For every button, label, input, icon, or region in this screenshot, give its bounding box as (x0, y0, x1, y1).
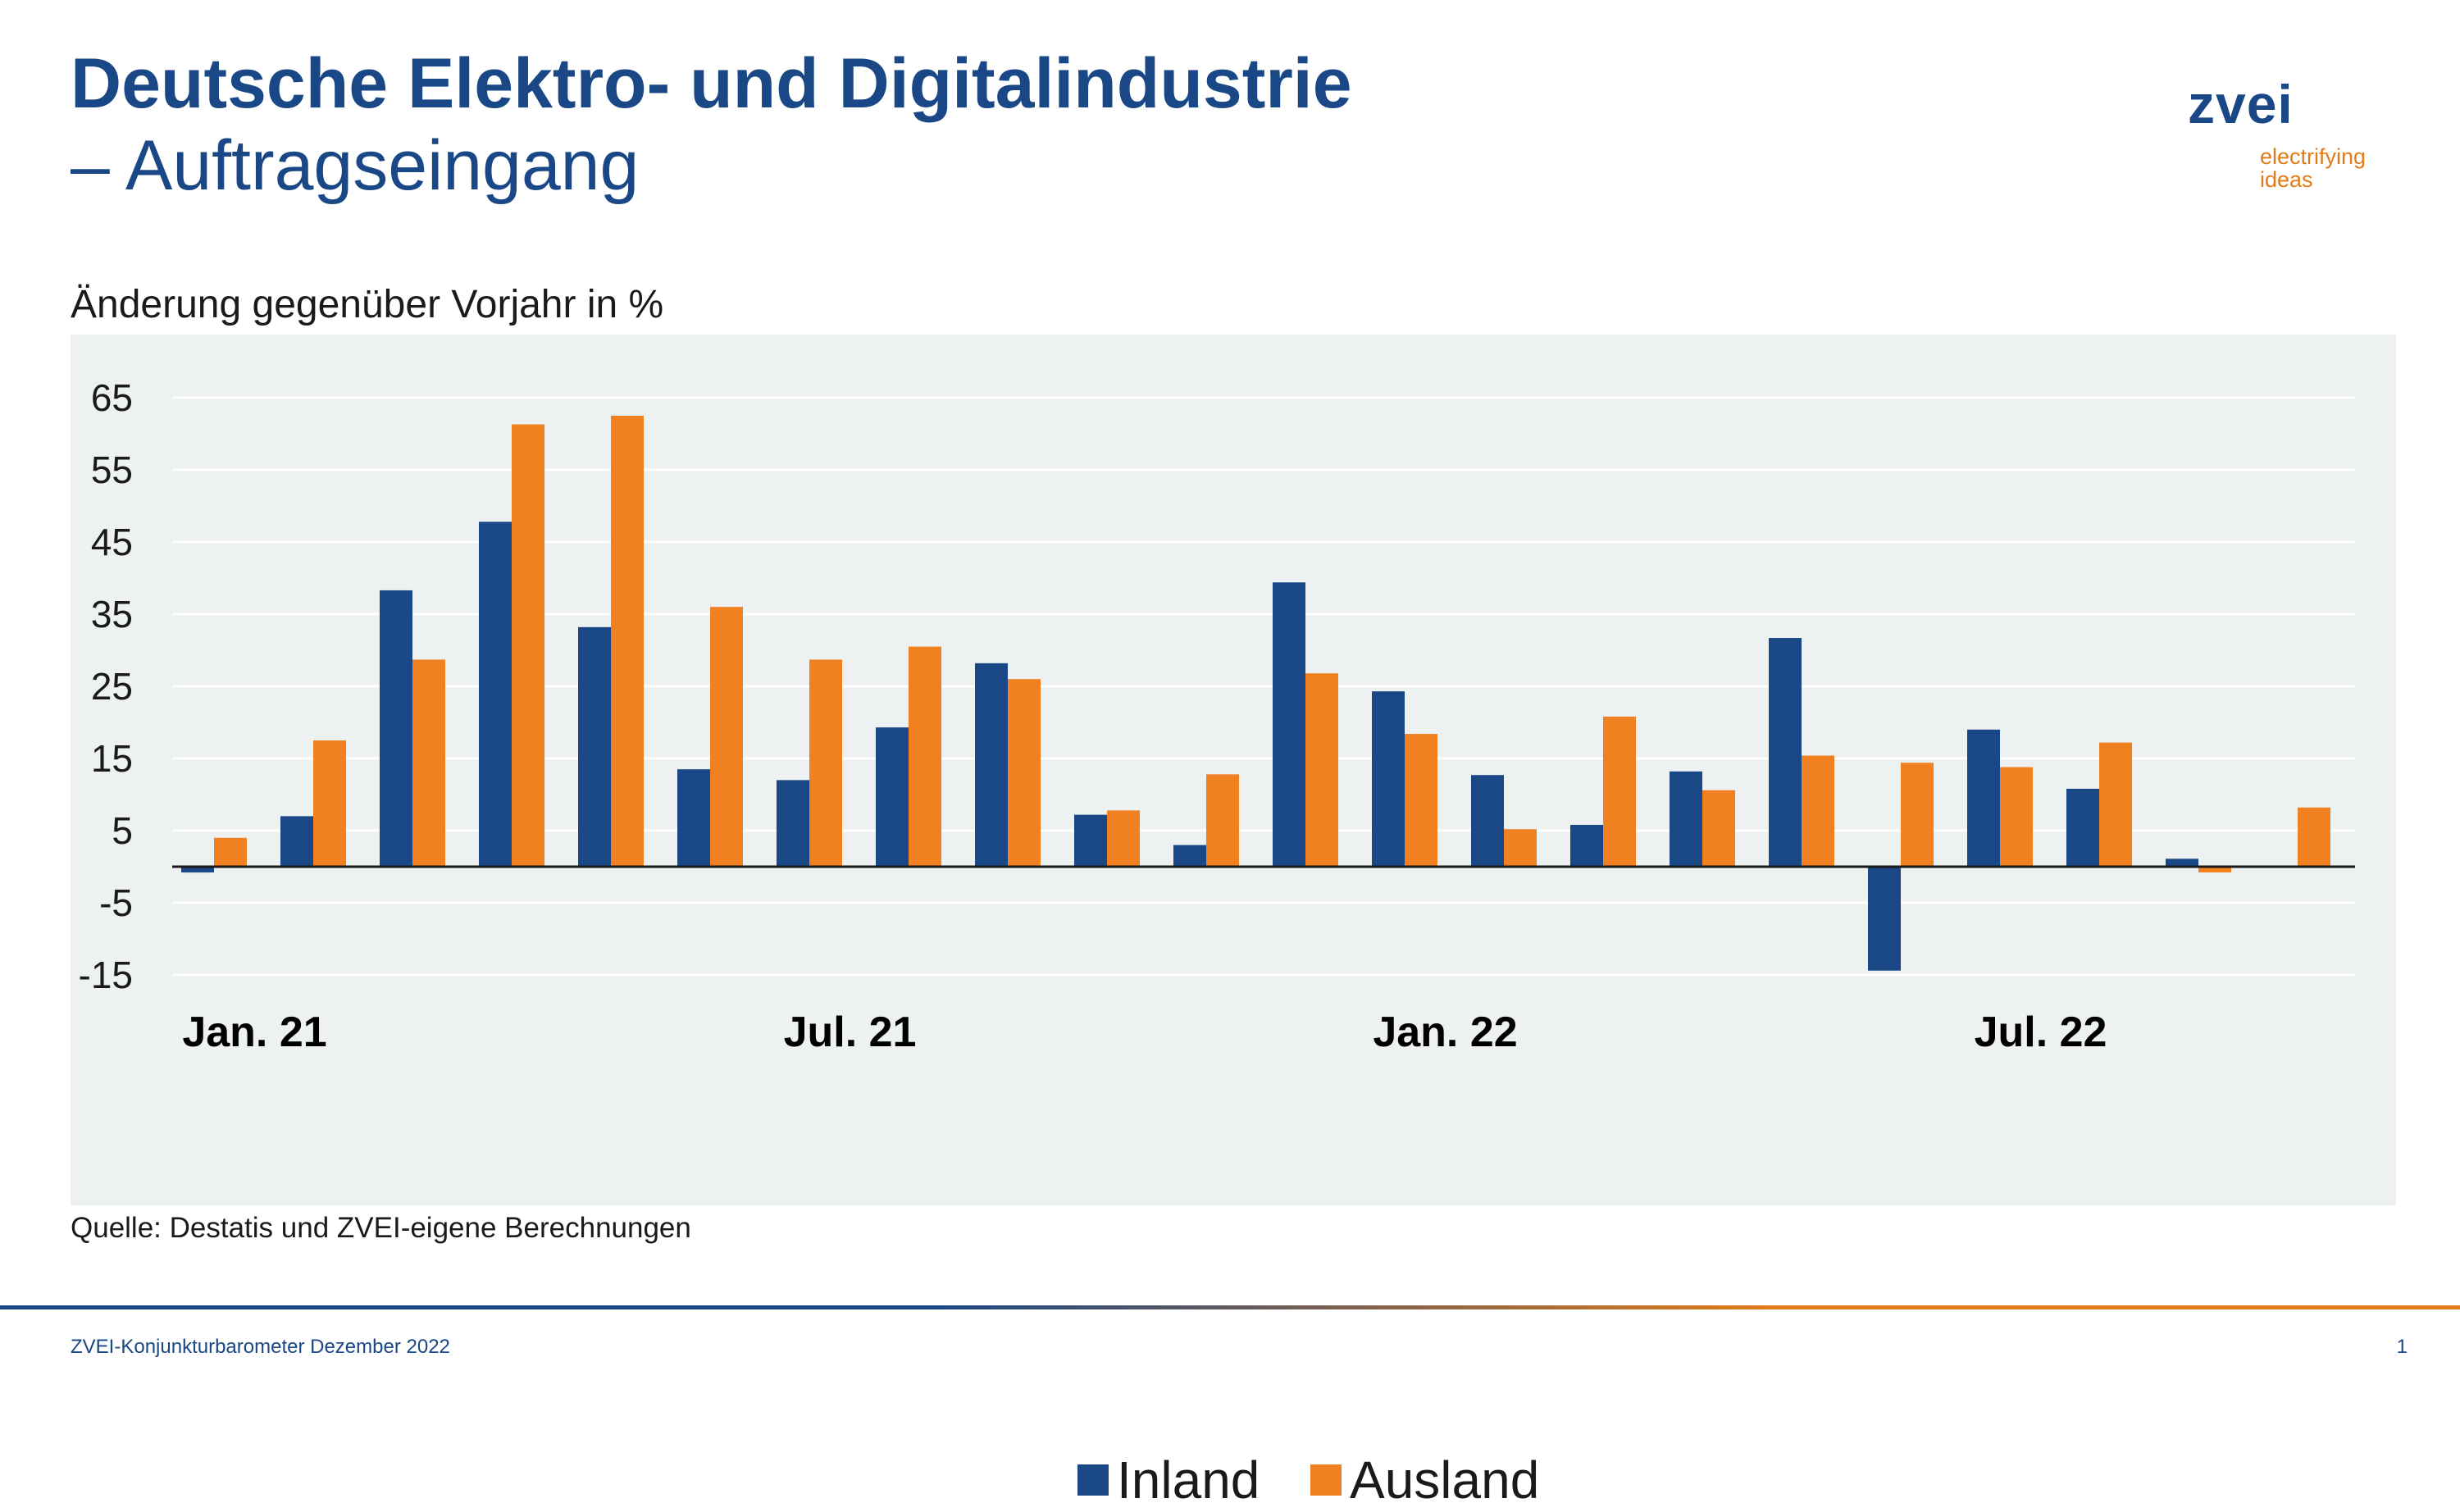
bar-ausland (214, 837, 247, 867)
bar-ausland (1206, 774, 1239, 867)
bar-ausland (1305, 673, 1338, 867)
bars (181, 416, 2330, 971)
bar-ausland (512, 424, 544, 867)
bar-inland (1670, 771, 1702, 867)
bar-ausland (1901, 763, 1934, 867)
bar-ausland (1702, 790, 1735, 867)
x-tick-labels: Jan. 21 Jul. 21 Jan. 22 Jul. 22 (182, 1009, 2107, 1056)
y-axis-label: Änderung gegenüber Vorjahr in % (71, 283, 664, 326)
y-tick-label: 35 (91, 593, 133, 635)
page-title: Deutsche Elektro- und Digitalindustrie (71, 44, 1352, 123)
y-tick-label: -15 (79, 954, 133, 996)
zvei-logo: zvei electrifying ideas (2188, 75, 2401, 198)
x-tick-label: Jan. 21 (182, 1009, 326, 1056)
bar-ausland (1802, 755, 1834, 867)
bar-ausland (1405, 734, 1437, 867)
bar-inland (1173, 845, 1206, 867)
y-tick-label: -5 (99, 881, 133, 924)
page-subtitle: – Auftragseingang (71, 126, 640, 205)
bar-inland (280, 816, 313, 867)
logo-wordmark: zvei (2188, 74, 2294, 134)
bar-ausland (2099, 742, 2132, 867)
legend-label-inland: Inland (1117, 1451, 1260, 1510)
y-tick-label: 55 (91, 449, 133, 491)
bar-ausland (611, 416, 644, 867)
bar-ausland (1008, 679, 1041, 867)
logo-tagline-line-2: ideas (2260, 167, 2313, 192)
y-tick-label: 45 (91, 521, 133, 563)
x-tick-label: Jul. 22 (1975, 1009, 2107, 1056)
bar-inland (2166, 858, 2198, 867)
page-number: 1 (2396, 1336, 2408, 1358)
bar-inland (876, 727, 909, 867)
y-tick-labels: -15 -5 5 15 25 35 45 55 65 (79, 376, 133, 996)
bar-ausland (412, 659, 445, 867)
y-tick-label: 65 (91, 376, 133, 419)
bar-inland (677, 769, 710, 867)
bar-inland (1769, 638, 1802, 867)
bar-ausland (1107, 810, 1140, 867)
footer-divider (0, 1305, 2460, 1309)
x-tick-label: Jul. 21 (784, 1009, 917, 1056)
logo-tagline-line-1: electrifying (2260, 144, 2367, 169)
bar-ausland (2000, 767, 2033, 867)
bar-inland (1570, 824, 1603, 867)
bar-inland (578, 626, 611, 867)
bar-inland (1372, 691, 1405, 867)
bar-ausland (1603, 716, 1636, 867)
legend-swatch-ausland (1310, 1464, 1342, 1496)
bar-chart: -15 -5 5 15 25 35 45 55 65 Jan. 21 Jul. 21 Jan. 22… (79, 376, 2355, 1056)
footer-title: ZVEI-Konjunkturbarometer Dezember 2022 (71, 1336, 450, 1358)
bar-ausland (2298, 807, 2330, 867)
y-tick-label: 15 (91, 737, 133, 780)
bar-inland (1868, 867, 1901, 971)
bar-ausland (909, 646, 941, 867)
bar-inland (2066, 788, 2099, 867)
bar-ausland (710, 607, 743, 867)
bar-inland (181, 867, 214, 873)
x-tick-label: Jan. 22 (1373, 1009, 1517, 1056)
bar-inland (975, 663, 1008, 867)
legend-label-ausland: Ausland (1350, 1451, 1540, 1510)
bar-ausland (2198, 867, 2231, 873)
y-tick-label: 25 (91, 665, 133, 708)
legend-swatch-inland (1077, 1464, 1109, 1496)
bar-ausland (1504, 829, 1537, 867)
chart-panel: -15 -5 5 15 25 35 45 55 65 Jan. 21 Jul. 21 Jan. 22… (71, 335, 2396, 1509)
bar-inland (1967, 729, 2000, 867)
bar-inland (380, 590, 412, 867)
bar-inland (1471, 775, 1504, 867)
bar-inland (479, 521, 512, 867)
bar-inland (1273, 582, 1305, 867)
source-note: Quelle: Destatis und ZVEI-eigene Berechn… (71, 1212, 691, 1244)
bar-ausland (809, 659, 842, 867)
bar-inland (1074, 814, 1107, 867)
bar-ausland (313, 740, 346, 867)
y-tick-label: 5 (112, 809, 133, 852)
bar-inland (777, 780, 809, 867)
